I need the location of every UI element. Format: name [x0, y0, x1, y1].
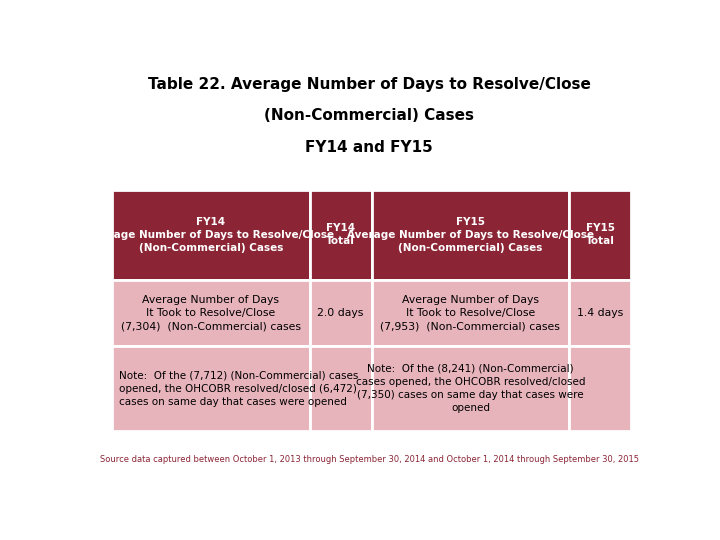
Bar	[310, 190, 372, 280]
Bar	[569, 190, 631, 280]
Text: Note:  Of the (7,712) (Non-Commercial) cases
opened, the OHCOBR resolved/closed : Note: Of the (7,712) (Non-Commercial) ca…	[119, 370, 359, 407]
Bar	[310, 346, 372, 431]
Text: Average Number of Days
It Took to Resolve/Close
(7,304)  (Non-Commercial) cases: Average Number of Days It Took to Resolv…	[121, 295, 301, 332]
Text: Note:  Of the (8,241) (Non-Commercial)
cases opened, the OHCOBR resolved/closed
: Note: Of the (8,241) (Non-Commercial) ca…	[356, 364, 585, 413]
Text: Source data captured between October 1, 2013 through September 30, 2014 and Octo: Source data captured between October 1, …	[99, 455, 639, 464]
Bar	[372, 280, 569, 346]
Text: FY14
Average Number of Days to Resolve/Close
(Non-Commercial) Cases: FY14 Average Number of Days to Resolve/C…	[87, 217, 335, 253]
Bar	[310, 280, 372, 346]
Text: 1.4 days: 1.4 days	[577, 308, 624, 318]
Text: FY14 and FY15: FY14 and FY15	[305, 140, 433, 154]
Bar	[569, 346, 631, 431]
Text: 2.0 days: 2.0 days	[318, 308, 364, 318]
Bar	[372, 190, 569, 280]
Text: (Non-Commercial) Cases: (Non-Commercial) Cases	[264, 109, 474, 124]
Bar	[112, 346, 310, 431]
Text: FY14
Total: FY14 Total	[326, 223, 355, 246]
Bar	[112, 190, 310, 280]
Text: Table 22. Average Number of Days to Resolve/Close: Table 22. Average Number of Days to Reso…	[148, 77, 590, 92]
Text: FY15
Total: FY15 Total	[585, 223, 615, 246]
Text: Average Number of Days
It Took to Resolve/Close
(7,953)  (Non-Commercial) cases: Average Number of Days It Took to Resolv…	[380, 295, 560, 332]
Bar	[372, 346, 569, 431]
Text: FY15
Average Number of Days to Resolve/Close
(Non-Commercial) Cases: FY15 Average Number of Days to Resolve/C…	[347, 217, 594, 253]
Bar	[569, 280, 631, 346]
Bar	[112, 280, 310, 346]
